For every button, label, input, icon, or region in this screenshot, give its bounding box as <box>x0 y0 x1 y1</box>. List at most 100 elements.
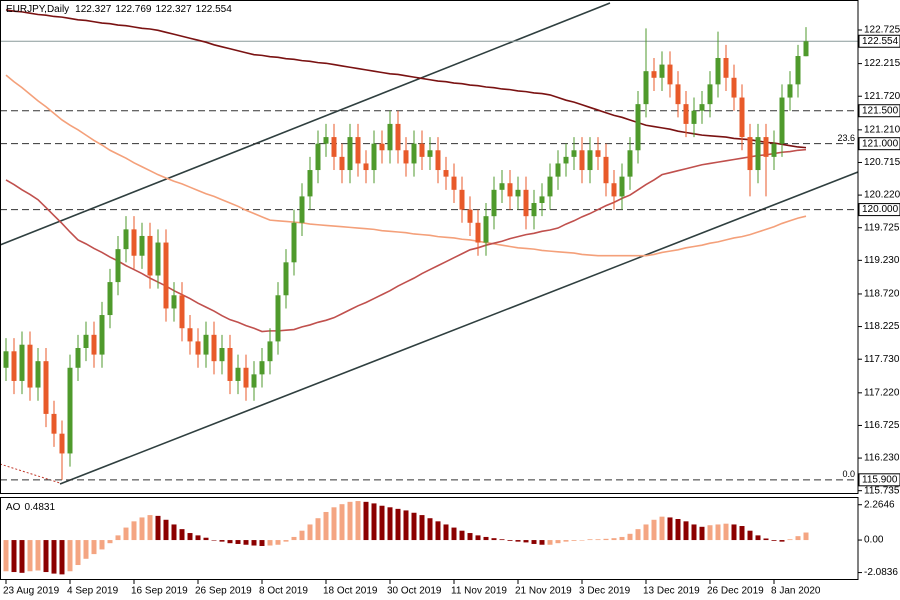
indicator-bar <box>547 540 553 545</box>
main-panel: 23.6 0.0 <box>0 9 858 481</box>
indicator-bar <box>459 530 465 541</box>
indicator-bar <box>51 540 57 574</box>
indicator-bar <box>59 540 65 575</box>
moving-average <box>5 74 807 257</box>
indicator-bar <box>219 540 225 542</box>
x-tick-label: 8 Oct 2019 <box>259 586 308 597</box>
candle-body <box>387 123 393 151</box>
candle-body <box>587 150 593 171</box>
candle-body <box>675 84 681 105</box>
indicator-bar <box>627 533 633 541</box>
indicator-panel <box>3 501 809 575</box>
header-open: 122.327 <box>75 4 112 15</box>
indicator-bar <box>771 540 777 541</box>
candle-body <box>435 150 441 171</box>
candle-body <box>515 189 521 197</box>
indicator-bar <box>755 535 761 541</box>
indicator-bar <box>283 540 289 542</box>
indicator-bar <box>211 540 217 541</box>
indicator-bar <box>259 540 265 546</box>
indicator-bar <box>235 540 241 544</box>
indicator-bar <box>347 501 353 541</box>
level-label-box <box>858 203 900 217</box>
candle-body <box>763 137 769 157</box>
indicator-bar <box>3 540 9 572</box>
candle-body <box>611 183 617 197</box>
candle-body <box>203 334 209 355</box>
indicator-bar <box>187 533 193 541</box>
candle-body <box>723 58 729 78</box>
x-tick-label: 13 Dec 2019 <box>643 586 700 597</box>
indicator-bar <box>307 524 313 541</box>
indicator-bar <box>291 536 297 541</box>
indicator-bar <box>75 540 81 566</box>
indicator-bar <box>403 510 409 541</box>
candle-body <box>19 344 25 381</box>
y-tick-label: 118.720 <box>864 289 900 300</box>
indicator-bar <box>275 540 281 545</box>
candle-body <box>451 176 457 190</box>
candle-body <box>107 282 113 316</box>
candle-body <box>355 137 361 164</box>
indicator-bar <box>691 524 697 541</box>
indicator-bar <box>411 512 417 541</box>
candle-body <box>195 341 201 355</box>
indicator-bar <box>123 527 129 541</box>
candle-body <box>179 295 185 329</box>
indicator-bar <box>251 540 257 546</box>
y-tick-label: 117.730 <box>864 354 900 365</box>
indicator-bar <box>155 515 161 541</box>
x-tick-label: 11 Nov 2019 <box>451 586 507 597</box>
indicator-bar <box>667 517 673 541</box>
indicator-bar <box>171 524 177 541</box>
indicator-bar <box>619 536 625 541</box>
indicator-bar <box>91 540 97 555</box>
candle-body <box>227 348 233 381</box>
candle-body <box>499 183 505 190</box>
candle-body <box>267 341 273 362</box>
y-tick-label: 117.220 <box>864 387 900 398</box>
candle-body <box>3 351 9 368</box>
indicator-bar <box>435 521 441 541</box>
candle-body <box>51 413 57 434</box>
y-tick-label: 115.735 <box>864 485 900 496</box>
candle-body <box>531 203 537 217</box>
indicator-bar <box>563 540 569 542</box>
y-tick-label: 120.220 <box>864 190 900 201</box>
candle-body <box>507 183 513 197</box>
candle-body <box>75 348 81 368</box>
candle-body <box>603 156 609 184</box>
candle-body <box>243 367 249 388</box>
indicator-bar <box>715 524 721 541</box>
candle-body <box>651 71 657 78</box>
candle-body <box>659 64 665 78</box>
indicator-bar <box>179 529 185 541</box>
candle-body <box>747 137 753 171</box>
indicator-bar <box>611 538 617 541</box>
candle-body <box>707 84 713 105</box>
candle-body <box>283 262 289 296</box>
candle-body <box>683 104 689 124</box>
candle-body <box>211 334 217 362</box>
indicator-bar <box>747 530 753 541</box>
indicator-bar <box>43 540 49 573</box>
level-label: 121.500 <box>862 105 899 116</box>
indicator-bar <box>147 515 153 541</box>
indicator-bar <box>699 526 705 541</box>
x-tick-label: 23 Aug 2019 <box>3 586 60 597</box>
header-close: 122.554 <box>196 4 233 15</box>
candle-body <box>371 143 377 171</box>
candle-body <box>339 156 345 171</box>
x-tick-label: 8 Jan 2020 <box>771 586 821 597</box>
level-label: 120.000 <box>862 204 899 215</box>
level-label-box <box>858 473 900 487</box>
candle-body <box>123 229 129 250</box>
candle-body <box>307 170 313 197</box>
candle-body <box>491 189 497 217</box>
indicator-bar <box>331 507 337 541</box>
indicator-bar <box>739 526 745 541</box>
candle-body <box>731 77 737 98</box>
candle-body <box>139 235 145 256</box>
header-high: 122.769 <box>115 4 152 15</box>
